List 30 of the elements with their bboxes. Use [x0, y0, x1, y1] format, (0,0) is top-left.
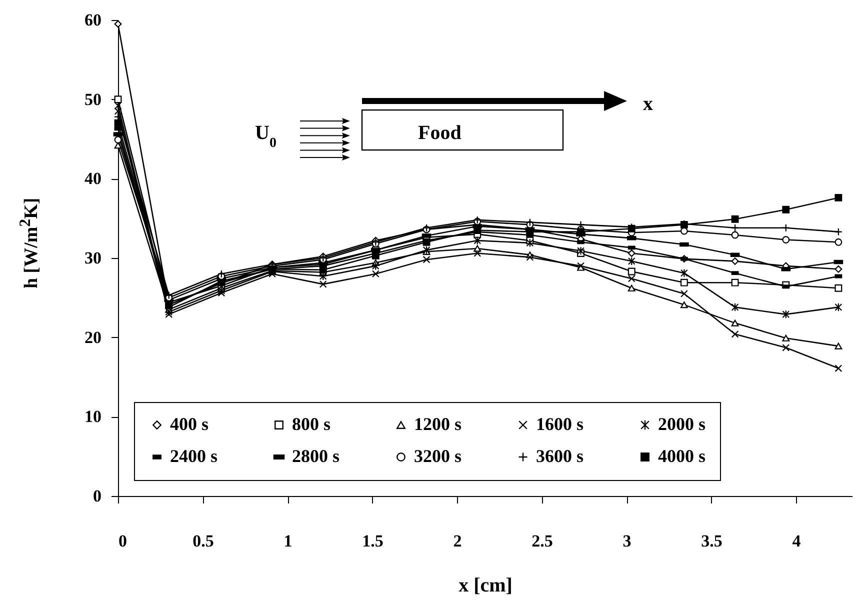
y-tick-label: 40 [84, 169, 102, 188]
x-tick-label: 0.5 [192, 532, 214, 550]
annotation: Food [418, 122, 462, 144]
x-tick-label: 2.5 [532, 532, 553, 550]
legend-label: 2400 s [170, 446, 218, 466]
x-tick-label: 1.5 [362, 532, 384, 550]
annotation: U$_{0}$ [255, 122, 276, 150]
x-tick-label: 3 [622, 532, 632, 550]
x-tick-label: 4 [792, 532, 802, 550]
legend-label: 800 s [292, 414, 331, 434]
x-tick-label: 0 [118, 532, 127, 550]
x-tick-label: 3.5 [701, 532, 722, 550]
legend-label: 2800 s [292, 446, 340, 466]
annotation: x [643, 93, 653, 115]
legend-label: 4000 s [658, 446, 706, 466]
legend-label: 1200 s [414, 414, 462, 434]
y-tick-label: 60 [84, 10, 102, 30]
legend-label: 2000 s [658, 414, 706, 434]
x-tick-label: 1 [284, 532, 292, 550]
y-tick-label: 0 [93, 486, 102, 506]
y-tick-label: 30 [84, 248, 102, 268]
x-axis-title: x [cm] [458, 574, 512, 596]
legend-label: 3600 s [536, 446, 584, 466]
legend-label: 3200 s [414, 446, 462, 466]
y-tick-label: 50 [84, 90, 102, 109]
y-tick-label: 10 [84, 407, 102, 426]
legend-label: 1600 s [536, 414, 584, 434]
y-tick-label: 20 [84, 328, 102, 347]
x-tick-label: 2 [453, 532, 462, 550]
legend-label: 400 s [170, 414, 209, 434]
